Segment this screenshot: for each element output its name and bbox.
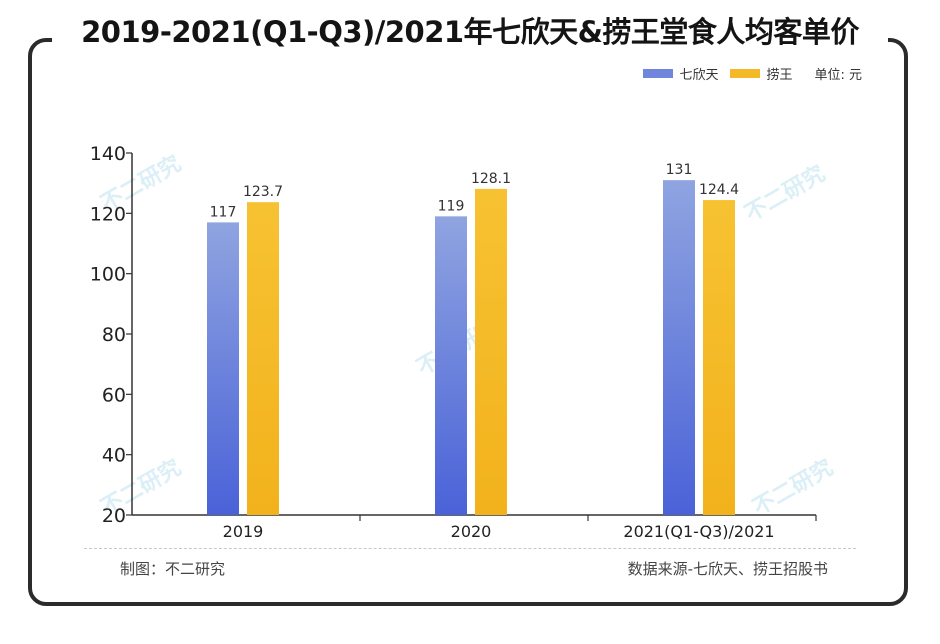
unit-label: 单位: 元 [814,68,862,83]
bar-laowang [475,188,507,516]
bar-qixintian [207,222,239,515]
bar-qixintian [663,180,695,515]
data-label: 119 [438,198,465,214]
data-label: 117 [210,204,237,220]
data-label: 123.7 [243,184,283,200]
y-tick-label: 40 [102,445,126,467]
data-label: 131 [666,162,693,178]
x-tick-label: 2021(Q1-Q3)/2021 [623,522,774,541]
bar-qixintian [435,216,467,515]
y-tick-label: 60 [102,384,126,406]
bar-laowang [703,200,735,515]
bar-laowang [247,202,279,515]
legend-swatch-qixintian [643,69,674,78]
legend: 七欣天 捞王 单位: 元 [631,64,862,83]
legend-label-laowang: 捞王 [766,68,793,83]
legend-label-qixintian: 七欣天 [679,68,719,83]
data-label: 124.4 [699,182,739,198]
legend-item-qixintian: 七欣天 [643,64,718,83]
y-tick-label: 140 [90,143,126,165]
x-tick-label: 2019 [223,522,264,541]
footer-credit: 制图：不二研究 [120,560,226,578]
chart-title: 2019-2021(Q1-Q3)/2021年七欣天&捞王堂食人均客单价 [52,12,888,52]
data-label: 128.1 [471,171,511,187]
footer-divider [84,548,856,549]
y-tick-label: 20 [102,505,126,527]
y-tick-label: 80 [102,324,126,346]
legend-item-laowang: 捞王 [730,64,792,83]
y-tick-label: 100 [90,264,126,286]
x-tick-label: 2020 [451,522,492,541]
legend-swatch-laowang [730,69,761,78]
footer-source: 数据来源-七欣天、捞王招股书 [627,560,828,578]
y-tick-label: 120 [90,203,126,225]
